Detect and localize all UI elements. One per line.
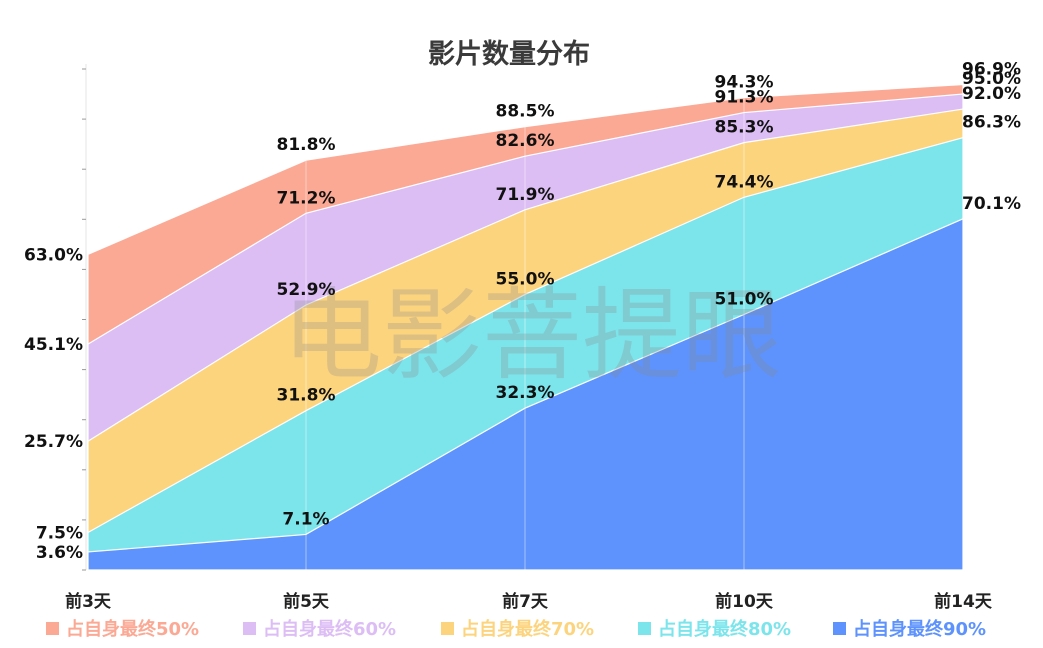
legend-swatch bbox=[833, 622, 846, 635]
legend-item[interactable]: 占自身最终90% bbox=[833, 618, 986, 640]
data-label: 94.3% bbox=[715, 73, 774, 93]
data-label: 45.1% bbox=[24, 335, 83, 355]
legend-label: 占自身最终70% bbox=[461, 618, 594, 640]
data-label: 88.5% bbox=[496, 102, 555, 122]
legend-swatch bbox=[243, 622, 256, 635]
data-label: 92.0% bbox=[962, 84, 1021, 104]
data-label: 71.9% bbox=[496, 185, 555, 205]
area-series-5 bbox=[87, 217, 964, 571]
data-label: 91.3% bbox=[715, 88, 774, 108]
data-label: 51.0% bbox=[715, 289, 774, 309]
x-axis-ticks: 前3天 前5天 前7天 前10天 前14天 bbox=[65, 591, 993, 612]
x-tick-label: 前14天 bbox=[934, 591, 993, 612]
data-label: 86.3% bbox=[962, 113, 1021, 133]
data-label: 74.4% bbox=[715, 172, 774, 192]
legend-label: 占自身最终60% bbox=[263, 618, 396, 640]
data-label: 71.2% bbox=[277, 188, 336, 208]
legend-swatch bbox=[46, 622, 59, 635]
category-divider-group bbox=[305, 97, 745, 570]
data-label-group: 63.0% 81.8% 88.5% 94.3% 96.9% 45.1% 71.2% 82.6%… bbox=[24, 60, 1021, 563]
data-label: 70.1% bbox=[962, 194, 1021, 214]
x-tick-label: 前5天 bbox=[283, 591, 330, 612]
data-label: 3.6% bbox=[36, 543, 83, 563]
data-label: 31.8% bbox=[277, 386, 336, 406]
data-label: 81.8% bbox=[277, 135, 336, 155]
legend-swatch bbox=[441, 622, 454, 635]
y-axis bbox=[82, 64, 87, 571]
legend-item[interactable]: 占自身最终60% bbox=[243, 618, 396, 640]
legend-label: 占自身最终50% bbox=[66, 618, 199, 640]
chart-title: 影片数量分布 bbox=[428, 39, 590, 70]
data-label: 55.0% bbox=[496, 269, 555, 289]
data-label: 7.5% bbox=[36, 523, 83, 543]
legend-item[interactable]: 占自身最终80% bbox=[638, 618, 791, 640]
data-label: 82.6% bbox=[496, 131, 555, 151]
data-label: 96.9% bbox=[962, 60, 1021, 80]
legend-item[interactable]: 占自身最终70% bbox=[441, 618, 594, 640]
legend-label: 占自身最终80% bbox=[658, 618, 791, 640]
legend: 占自身最终50% 占自身最终60% 占自身最终70% 占自身最终80% 占自身最终90% bbox=[46, 618, 986, 640]
x-tick-label: 前7天 bbox=[502, 591, 549, 612]
area-series-group bbox=[87, 83, 964, 571]
data-label: 85.3% bbox=[715, 118, 774, 138]
legend-label: 占自身最终90% bbox=[853, 618, 986, 640]
x-tick-label: 前10天 bbox=[715, 591, 774, 612]
watermark: 电影菩提眼 bbox=[282, 277, 782, 394]
data-label: 63.0% bbox=[24, 245, 83, 265]
legend-swatch bbox=[638, 622, 651, 635]
legend-item[interactable]: 占自身最终50% bbox=[46, 618, 199, 640]
data-label: 7.1% bbox=[282, 509, 329, 529]
data-label: 52.9% bbox=[277, 280, 336, 300]
x-tick-label: 前3天 bbox=[65, 591, 112, 612]
data-label: 95.0% bbox=[962, 69, 1021, 89]
data-label: 32.3% bbox=[496, 383, 555, 403]
data-label: 25.7% bbox=[24, 432, 83, 452]
